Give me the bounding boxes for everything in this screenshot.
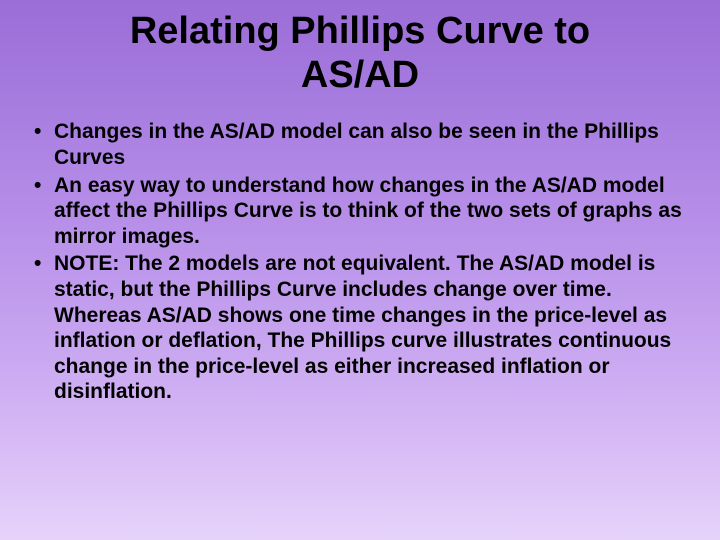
slide-container: Relating Phillips Curve to AS/AD Changes… xyxy=(0,0,720,540)
slide-title: Relating Phillips Curve to AS/AD xyxy=(30,10,690,97)
bullet-item: NOTE: The 2 models are not equivalent. T… xyxy=(30,251,690,405)
bullet-item: An easy way to understand how changes in… xyxy=(30,173,690,250)
bullet-list: Changes in the AS/AD model can also be s… xyxy=(30,119,690,405)
bullet-item: Changes in the AS/AD model can also be s… xyxy=(30,119,690,170)
